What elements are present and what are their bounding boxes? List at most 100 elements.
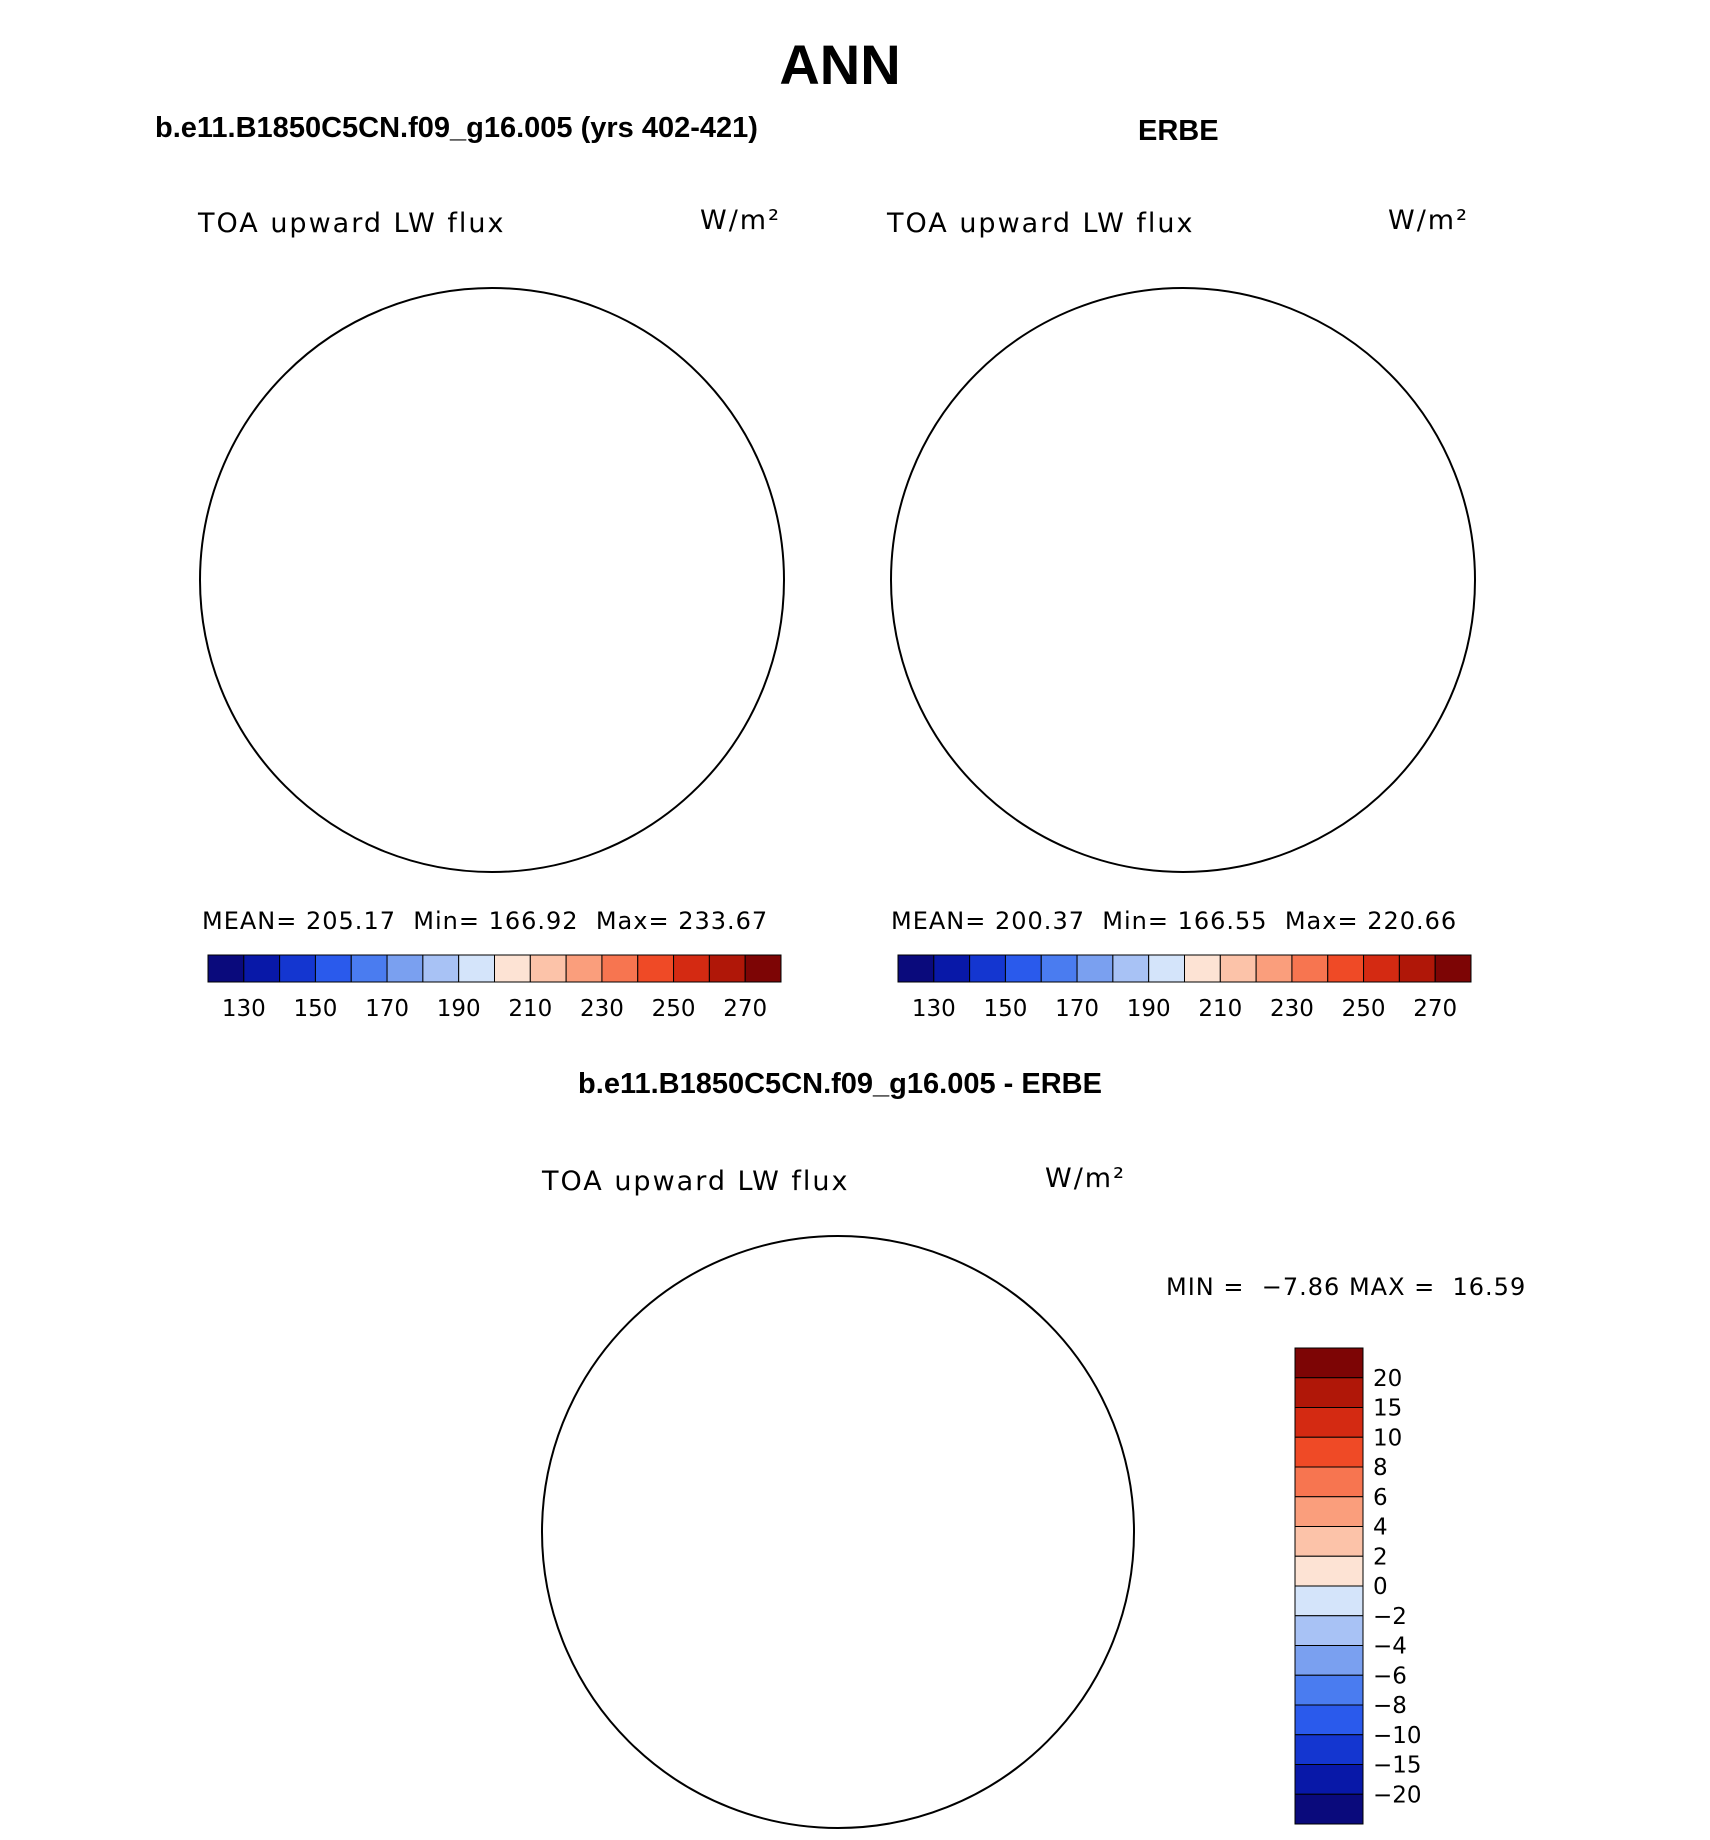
map-obs	[890, 287, 1476, 873]
mean-label: MEAN=	[202, 907, 298, 935]
colorbar-swatch	[1004, 954, 1042, 983]
colorbar-swatch	[1434, 954, 1472, 983]
colorbar-tick-label: 210	[1198, 996, 1242, 1022]
colorbar-swatch	[1294, 1645, 1364, 1676]
colorbar-tick-label: 230	[1270, 996, 1314, 1022]
colorbar-swatch	[1294, 1585, 1364, 1617]
min-value: 166.92	[488, 907, 579, 935]
colorbar-tick-label: 130	[912, 996, 956, 1022]
mean-value: 200.37	[995, 907, 1085, 935]
max-value: 233.67	[678, 907, 769, 935]
colorbar-swatch	[422, 954, 460, 983]
colorbar-swatch	[529, 954, 567, 983]
colorbar-swatch	[386, 954, 424, 983]
colorbar-tick-label: 10	[1373, 1425, 1402, 1451]
max-label: Max=	[595, 907, 670, 935]
colorbar-swatch	[1184, 954, 1221, 983]
main-title: ANN	[779, 33, 901, 96]
colorbar-swatch	[1219, 954, 1257, 983]
colorbar-swatch	[207, 954, 245, 983]
min-label: Min=	[1102, 907, 1169, 935]
colorbar-swatch	[1294, 1496, 1364, 1527]
colorbar-swatch	[969, 954, 1006, 983]
colorbar-swatch	[350, 954, 388, 983]
colorbar-swatch	[1255, 954, 1293, 983]
colorbar-swatch	[1294, 1555, 1364, 1587]
stats-model: MEAN= 205.17 Min= 166.92 Max= 233.67	[202, 907, 768, 935]
colorbar-swatch	[458, 954, 495, 983]
colorbar-swatch	[494, 954, 531, 983]
colorbar-swatch	[673, 954, 710, 983]
units-label-diff: W/m²	[1045, 1163, 1126, 1194]
colorbar-swatch	[1294, 1466, 1364, 1498]
min-value: −7.86	[1261, 1273, 1341, 1301]
colorbar-swatch	[1327, 954, 1365, 983]
colorbar-swatch	[1294, 1377, 1364, 1408]
colorbar-tick-label: 170	[1055, 996, 1099, 1022]
colorbar-swatch	[1294, 1347, 1364, 1379]
colorbar-tick-label: 2	[1373, 1544, 1388, 1570]
mean-value: 205.17	[306, 907, 396, 935]
colorbar-swatch	[1294, 1734, 1364, 1765]
min-value: 166.55	[1177, 907, 1268, 935]
colorbar-tick-label: 270	[1413, 996, 1457, 1022]
colorbar-swatch	[1148, 954, 1185, 983]
colorbar-tick-label: 8	[1373, 1455, 1388, 1481]
colorbar-tick-label: 190	[437, 996, 481, 1022]
colorbar-tick-label: 170	[365, 996, 409, 1022]
panel-title-model: b.e11.B1850C5CN.f09_g16.005 (yrs 402-421…	[155, 112, 758, 144]
variable-label-diff: TOA upward LW flux	[542, 1166, 850, 1197]
colorbar-swatch	[708, 954, 746, 983]
colorbar-obs: 130 150 170 190 210 230 250 270	[897, 954, 1472, 1022]
colorbar-swatch	[279, 954, 316, 983]
colorbar-swatch	[1040, 954, 1078, 983]
min-label: Min=	[413, 907, 480, 935]
colorbar-swatch	[1112, 954, 1150, 983]
colorbar-tick-label: −2	[1373, 1604, 1407, 1630]
panel-title-obs: ERBE	[1138, 115, 1219, 147]
max-label: Max=	[1284, 907, 1359, 935]
colorbar-tick-label: 130	[222, 996, 266, 1022]
colorbar-tick-label: 230	[580, 996, 624, 1022]
mean-label: MEAN=	[891, 907, 987, 935]
colorbar-swatch	[1294, 1674, 1364, 1706]
colorbar-swatch	[1291, 954, 1329, 983]
colorbar-model: 130 150 170 190 210 230 250 270	[207, 954, 782, 1022]
colorbar-swatch	[1294, 1407, 1364, 1438]
colorbar-swatch	[897, 954, 935, 983]
colorbar-swatch	[933, 954, 971, 983]
colorbar-tick-label: 210	[508, 996, 552, 1022]
colorbar-tick-label: −20	[1373, 1782, 1422, 1808]
max-value: 16.59	[1452, 1273, 1527, 1301]
colorbar-tick-label: 20	[1373, 1366, 1402, 1392]
colorbar-swatch	[1294, 1793, 1364, 1825]
colorbar-tick-label: −4	[1373, 1634, 1407, 1660]
stats-obs: MEAN= 200.37 Min= 166.55 Max= 220.66	[891, 907, 1457, 935]
colorbar-tick-label: −6	[1373, 1663, 1407, 1689]
colorbar-tick-label: 250	[1342, 996, 1386, 1022]
colorbar-swatch	[1294, 1704, 1364, 1736]
colorbar-tick-label: 4	[1373, 1515, 1388, 1541]
colorbar-tick-label: 270	[723, 996, 767, 1022]
panel-title-diff: b.e11.B1850C5CN.f09_g16.005 - ERBE	[578, 1068, 1102, 1100]
map-model	[199, 287, 812, 900]
colorbar-tick-label: 15	[1373, 1396, 1402, 1422]
colorbar-swatch	[744, 954, 782, 983]
colorbar-swatch	[1294, 1436, 1364, 1468]
units-label-obs: W/m²	[1388, 205, 1469, 236]
colorbar-swatch	[601, 954, 639, 983]
colorbar-swatch	[637, 954, 675, 983]
colorbar-swatch	[1294, 1615, 1364, 1646]
colorbar-tick-label: −15	[1373, 1753, 1422, 1779]
variable-label-model: TOA upward LW flux	[198, 208, 506, 239]
units-label-model: W/m²	[700, 205, 781, 236]
colorbar-swatch	[565, 954, 603, 983]
min-label: MIN =	[1166, 1273, 1245, 1301]
map-diff	[541, 1235, 1135, 1829]
colorbar-tick-label: 250	[652, 996, 696, 1022]
colorbar-tick-label: 0	[1373, 1574, 1388, 1600]
max-value: 220.66	[1367, 907, 1458, 935]
colorbar-tick-label: 6	[1373, 1485, 1388, 1511]
